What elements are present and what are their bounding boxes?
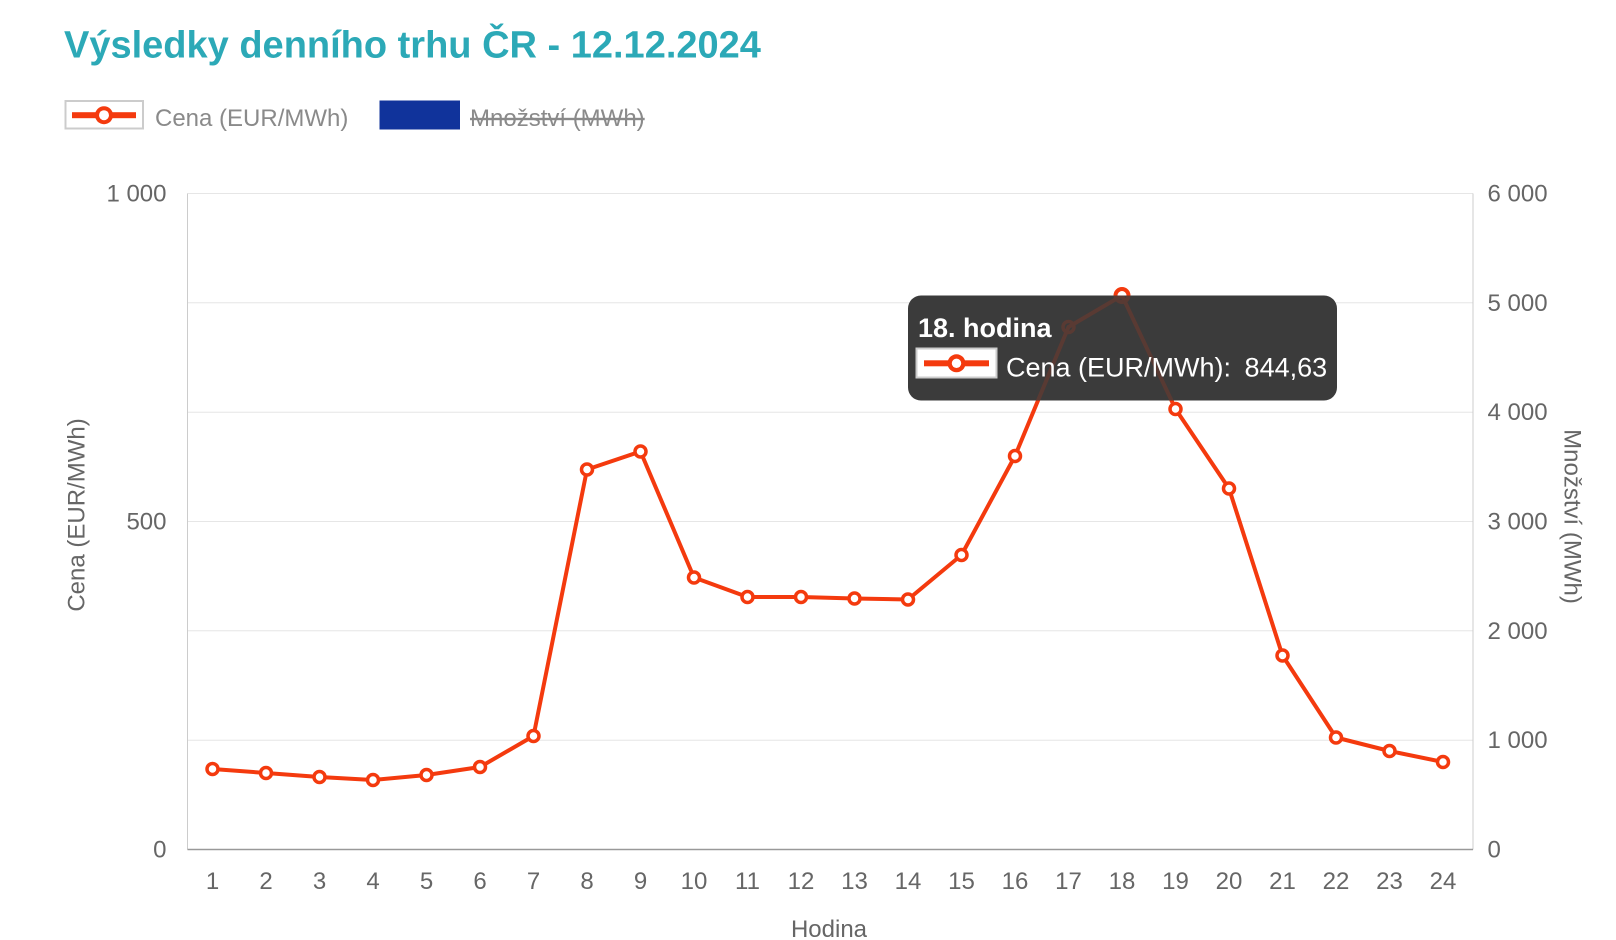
svg-text:9: 9	[634, 868, 647, 895]
svg-text:23: 23	[1376, 868, 1403, 895]
svg-text:Cena (EUR/MWh): Cena (EUR/MWh)	[155, 105, 348, 132]
svg-text:18: 18	[1109, 868, 1136, 895]
svg-text:1 000: 1 000	[1488, 727, 1548, 754]
svg-text:3: 3	[313, 868, 326, 895]
svg-text:Množství (MWh): Množství (MWh)	[1559, 429, 1586, 604]
svg-text:1 000: 1 000	[106, 181, 166, 208]
svg-text:500: 500	[126, 509, 166, 536]
svg-text:4 000: 4 000	[1488, 399, 1548, 426]
svg-text:15: 15	[948, 868, 975, 895]
svg-text:6 000: 6 000	[1488, 181, 1548, 208]
svg-text:1: 1	[206, 868, 219, 895]
svg-text:24: 24	[1430, 868, 1457, 895]
svg-text:6: 6	[473, 868, 486, 895]
svg-text:21: 21	[1269, 868, 1296, 895]
svg-text:4: 4	[366, 868, 379, 895]
svg-text:Množství (MWh): Množství (MWh)	[470, 105, 645, 132]
svg-text:Cena (EUR/MWh): Cena (EUR/MWh)	[64, 418, 91, 611]
svg-text:11: 11	[735, 868, 760, 895]
svg-text:5 000: 5 000	[1488, 290, 1548, 317]
svg-text:20: 20	[1216, 868, 1243, 895]
svg-text:5: 5	[420, 868, 433, 895]
svg-text:17: 17	[1055, 868, 1082, 895]
svg-text:12: 12	[788, 868, 815, 895]
svg-text:16: 16	[1002, 868, 1029, 895]
svg-text:19: 19	[1162, 868, 1189, 895]
svg-text:22: 22	[1323, 868, 1350, 895]
svg-text:8: 8	[580, 868, 593, 895]
svg-text:Výsledky denního trhu ČR - 12.: Výsledky denního trhu ČR - 12.12.2024	[64, 22, 761, 67]
svg-text:2 000: 2 000	[1488, 618, 1548, 645]
svg-text:Hodina: Hodina	[791, 916, 868, 940]
svg-text:Cena (EUR/MWh): 844,63: Cena (EUR/MWh): 844,63	[1006, 353, 1327, 383]
svg-text:7: 7	[527, 868, 540, 895]
svg-text:3 000: 3 000	[1488, 509, 1548, 536]
svg-text:0: 0	[153, 837, 166, 864]
svg-text:0: 0	[1488, 837, 1501, 864]
svg-text:13: 13	[841, 868, 868, 895]
svg-text:14: 14	[895, 868, 922, 895]
svg-text:2: 2	[259, 868, 272, 895]
svg-text:10: 10	[681, 868, 708, 895]
svg-text:18. hodina: 18. hodina	[918, 313, 1053, 343]
